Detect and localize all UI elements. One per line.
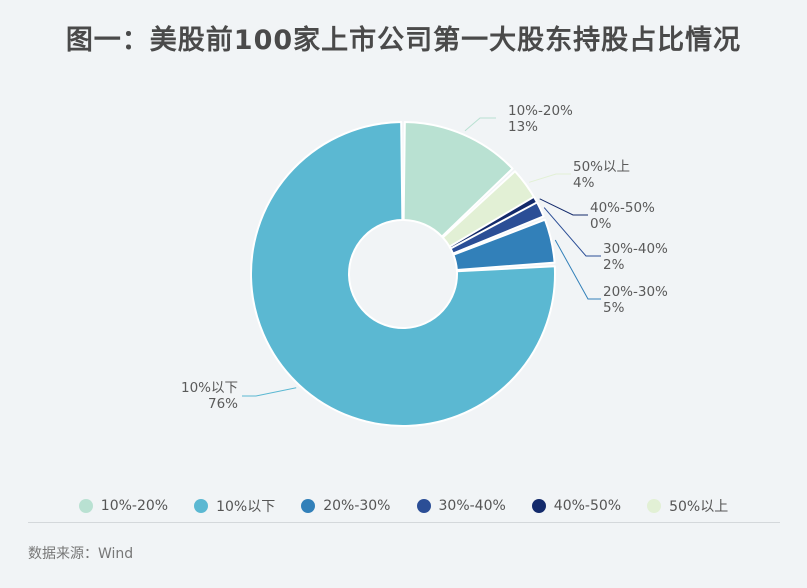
legend-swatch bbox=[647, 499, 662, 513]
data-label-value: 4% bbox=[573, 175, 595, 191]
leader-line-50%以上 bbox=[529, 173, 571, 183]
divider bbox=[28, 522, 780, 523]
legend: 10%-20% 10%以下 20%-30% 30%-40% 40%-50% 50%以上 bbox=[0, 494, 807, 518]
data-label-category: 30%-40% bbox=[603, 241, 668, 257]
legend-label: 40%-50% bbox=[553, 498, 622, 514]
legend-swatch bbox=[78, 499, 93, 513]
legend-item[interactable]: 40%-50% bbox=[531, 498, 622, 514]
legend-label: 20%-30% bbox=[323, 498, 391, 514]
data-label-value: 5% bbox=[603, 300, 625, 316]
data-labels-group: 10%-20%13% 50%以上4% 40%-50%0% 30%-40%2% 20%-3… bbox=[181, 103, 668, 412]
slice-10%-20% bbox=[402, 121, 514, 238]
leader-line-10%以下 bbox=[242, 387, 297, 397]
legend-label: 50%以上 bbox=[669, 499, 729, 515]
data-label-value: 76% bbox=[208, 396, 238, 412]
legend-label: 10%以下 bbox=[216, 499, 276, 515]
legend-item[interactable]: 10%-20% bbox=[78, 498, 169, 514]
legend-swatch bbox=[531, 499, 546, 513]
slices-group bbox=[250, 121, 556, 427]
leader-line-10%-20% bbox=[464, 117, 496, 132]
data-label-value: 0% bbox=[590, 216, 612, 232]
legend-item[interactable]: 50%以上 bbox=[647, 496, 728, 516]
legend-label: 10%-20% bbox=[100, 498, 169, 514]
leader-line-20%-30% bbox=[554, 239, 601, 300]
legend-swatch bbox=[416, 499, 431, 513]
data-label-value: 2% bbox=[603, 257, 625, 273]
data-label-category: 20%-30% bbox=[603, 284, 668, 300]
data-label-category: 50%以上 bbox=[573, 159, 630, 175]
data-label-category: 10%-20% bbox=[508, 103, 573, 119]
legend-item[interactable]: 20%-30% bbox=[301, 498, 391, 514]
data-label-category: 10%以下 bbox=[181, 380, 238, 396]
chart-title: 图一：美股前100家上市公司第一大股东持股占比情况 bbox=[65, 25, 742, 56]
data-label-value: 13% bbox=[508, 119, 538, 135]
slice-10%以下 bbox=[250, 121, 556, 427]
leader-line-40%-50% bbox=[539, 198, 588, 216]
slice-30%-40% bbox=[449, 201, 545, 255]
legend-item[interactable]: 30%-40% bbox=[416, 498, 506, 514]
source-note: 数据来源：Wind bbox=[28, 546, 134, 562]
legend-item[interactable]: 10%以下 bbox=[194, 496, 275, 516]
data-label-category: 40%-50% bbox=[590, 200, 655, 216]
legend-label: 30%-40% bbox=[438, 498, 506, 514]
leader-lines-group bbox=[242, 117, 601, 397]
legend-swatch bbox=[194, 499, 209, 513]
slice-20%-30% bbox=[452, 218, 556, 271]
leader-line-30%-40% bbox=[543, 207, 601, 257]
legend-swatch bbox=[301, 499, 316, 513]
